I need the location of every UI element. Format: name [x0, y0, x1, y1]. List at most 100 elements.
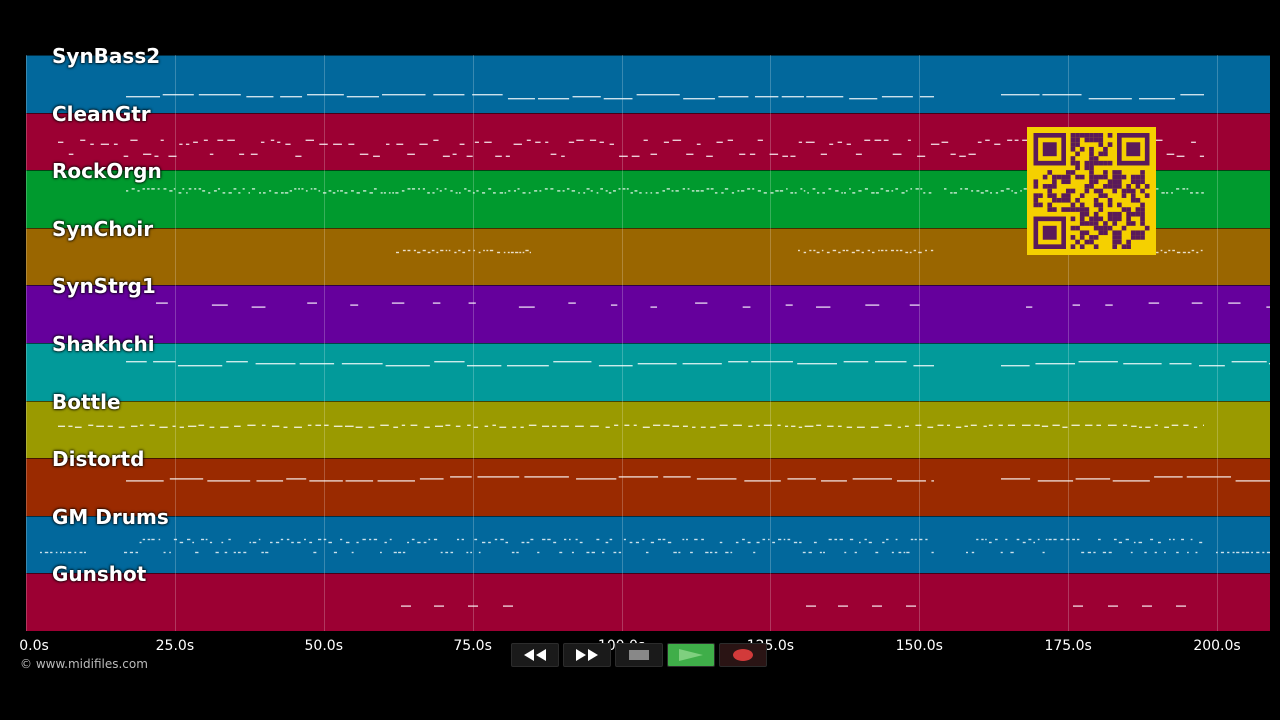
- note-mark: [417, 251, 421, 254]
- note-mark: [1001, 94, 1040, 96]
- note-mark: [427, 251, 431, 254]
- note-mark: [423, 541, 427, 544]
- note-mark: [1190, 538, 1193, 541]
- note-mark: [1220, 551, 1224, 554]
- note-mark: [256, 480, 284, 482]
- note-mark: [151, 538, 155, 541]
- note-mark: [828, 188, 832, 190]
- note-mark: [162, 94, 194, 96]
- track-label: CleanGtr: [52, 101, 151, 126]
- note-mark: [872, 605, 882, 607]
- note-mark: [519, 251, 522, 254]
- record-button[interactable]: [719, 643, 767, 667]
- note-mark: [382, 94, 426, 96]
- note-mark: [440, 249, 444, 252]
- note-mark: [207, 480, 251, 482]
- note-mark: [725, 551, 729, 554]
- note-mark: [1085, 424, 1093, 426]
- fast-forward-button[interactable]: [563, 643, 611, 667]
- note-mark: [345, 480, 374, 482]
- note-mark: [220, 426, 229, 428]
- note-mark: [842, 249, 845, 252]
- note-mark: [340, 190, 343, 192]
- note-mark: [650, 153, 658, 155]
- note-mark: [368, 426, 375, 428]
- note-mark: [859, 541, 861, 544]
- note-mark: [849, 538, 854, 541]
- rewind-button[interactable]: [511, 643, 559, 667]
- note-mark: [215, 551, 219, 554]
- note-mark: [466, 365, 502, 367]
- note-mark: [981, 538, 984, 541]
- note-mark: [526, 139, 531, 141]
- stop-button[interactable]: [615, 643, 663, 667]
- track-label: Shakhchi: [52, 332, 155, 356]
- note-mark: [484, 141, 492, 143]
- note-mark: [393, 551, 397, 554]
- note-mark: [1154, 139, 1163, 141]
- note-mark: [1045, 538, 1048, 541]
- note-mark: [299, 363, 335, 365]
- note-mark: [401, 605, 411, 607]
- note-mark: [252, 541, 257, 544]
- note-mark: [626, 188, 629, 190]
- note-mark: [169, 551, 171, 554]
- note-mark: [1191, 141, 1196, 143]
- note-mark: [328, 190, 332, 192]
- note-mark: [864, 188, 868, 190]
- note-mark: [187, 425, 197, 427]
- note-mark: [362, 538, 366, 541]
- note-mark: [481, 541, 486, 544]
- note-mark: [83, 551, 86, 554]
- note-mark: [436, 188, 439, 190]
- note-mark: [68, 551, 72, 554]
- note-mark: [917, 155, 926, 157]
- note-mark: [633, 424, 637, 426]
- note-mark: [74, 426, 82, 428]
- note-mark: [609, 143, 614, 145]
- note-mark: [564, 538, 567, 541]
- note-mark: [1122, 424, 1128, 426]
- note-mark: [719, 424, 728, 426]
- note-mark: [305, 139, 314, 141]
- note-mark: [803, 251, 807, 254]
- note-mark: [826, 251, 830, 254]
- note-mark: [135, 551, 139, 554]
- note-mark: [839, 538, 843, 541]
- note-mark: [58, 425, 66, 427]
- note-mark: [1108, 605, 1118, 607]
- note-mark: [1195, 192, 1199, 194]
- note-mark: [468, 249, 471, 252]
- note-mark: [731, 192, 735, 194]
- note-mark: [618, 551, 622, 554]
- track-label: Gunshot: [52, 562, 147, 587]
- note-mark: [994, 143, 1001, 145]
- note-mark: [1026, 306, 1033, 308]
- note-mark: [672, 425, 680, 427]
- note-mark: [747, 541, 751, 544]
- note-mark: [871, 192, 875, 194]
- note-mark: [1232, 551, 1235, 554]
- note-mark: [642, 538, 645, 541]
- note-mark: [522, 251, 525, 254]
- note-mark: [906, 551, 910, 554]
- note-mark: [383, 192, 386, 194]
- play-button[interactable]: [667, 643, 715, 667]
- note-mark: [313, 188, 317, 190]
- note-mark: [283, 426, 288, 428]
- note-mark: [333, 143, 342, 145]
- note-mark: [472, 192, 475, 194]
- time-tick-label: 50.0s: [304, 638, 343, 654]
- note-mark: [68, 153, 74, 155]
- note-mark: [1011, 190, 1013, 192]
- note-mark: [484, 425, 489, 427]
- note-mark: [568, 302, 576, 304]
- note-mark: [603, 98, 633, 100]
- note-mark: [756, 541, 760, 544]
- note-mark: [1187, 551, 1189, 554]
- note-mark: [333, 425, 343, 427]
- note-mark: [919, 538, 923, 541]
- note-mark: [157, 188, 160, 190]
- note-mark: [195, 551, 199, 554]
- note-mark: [198, 424, 205, 426]
